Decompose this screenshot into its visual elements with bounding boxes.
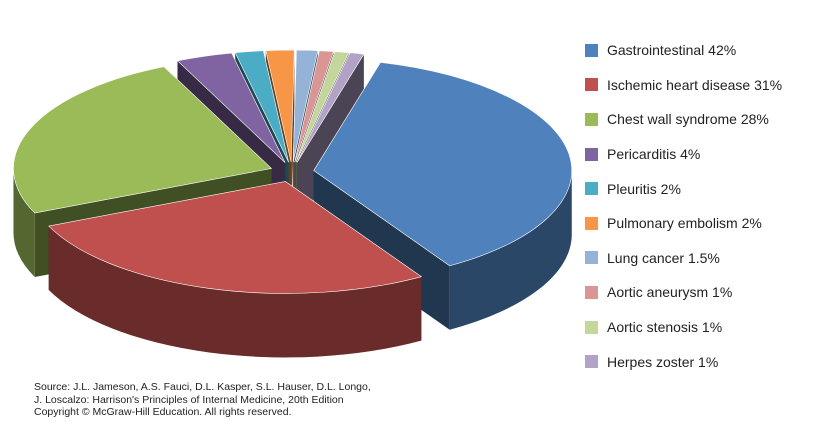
source-line-2: J. Loscalzo: Harrison's Principles of In… [34, 394, 371, 407]
legend-swatch [585, 216, 598, 230]
legend-swatch [585, 78, 598, 92]
legend-label: Aortic aneurysm 1% [607, 284, 733, 301]
slice-wall-pulmonary-embolism-end [291, 50, 295, 227]
slice-gastrointestinal [313, 62, 573, 267]
legend-entry-gastrointestinal: Gastrointestinal 42% [585, 33, 821, 68]
slice-side-chest-wall-syndrome [13, 168, 35, 278]
source-line-1: Source: J.L. Jameson, A.S. Fauci, D.L. K… [34, 381, 371, 393]
source-book-title: Harrison's Principles of Internal Medici… [92, 393, 344, 406]
source-authors-end: J. Loscalzo: [34, 393, 90, 406]
legend-label: Pleuritis 2% [607, 180, 681, 197]
legend-swatch [585, 182, 598, 196]
slice-pleuritis [234, 50, 289, 163]
legend-label: Aortic stenosis 1% [607, 319, 723, 336]
legend-swatch [585, 355, 598, 369]
slice-lung-cancer [292, 49, 319, 163]
slice-side-ischemic-heart-disease [48, 226, 422, 358]
slice-pulmonary-embolism [265, 49, 295, 163]
slice-herpes-zoster [296, 52, 365, 163]
legend-label: Gastrointestinal 42% [607, 42, 737, 59]
slice-aortic-aneurysm [294, 50, 334, 163]
legend: Gastrointestinal 42% Ischemic heart disea… [585, 33, 821, 379]
legend-entry-pleuritis: Pleuritis 2% [585, 171, 821, 206]
legend-entry-ischemic-heart-disease: Ischemic heart disease 31% [585, 68, 821, 103]
slice-aortic-stenosis [295, 51, 350, 163]
legend-swatch [585, 43, 598, 57]
pie-top-layer [13, 49, 573, 294]
legend-swatch [585, 320, 598, 334]
legend-label: Lung cancer 1.5% [607, 249, 720, 266]
legend-label: Ischemic heart disease 31% [607, 76, 783, 93]
source-citation: Source: J.L. Jameson, A.S. Fauci, D.L. K… [34, 381, 371, 419]
slice-pericarditis [176, 52, 286, 163]
legend-label: Herpes zoster 1% [607, 353, 719, 370]
source-copyright: Copyright © McGraw-Hill Education. All r… [34, 406, 292, 418]
legend-swatch [585, 112, 598, 126]
legend-label: Pulmonary embolism 2% [607, 215, 762, 232]
slice-ischemic-heart-disease [48, 181, 423, 294]
legend-entry-pericarditis: Pericarditis 4% [585, 137, 821, 172]
legend-entry-herpes-zoster: Herpes zoster 1% [585, 344, 821, 379]
legend-entry-aortic-stenosis: Aortic stenosis 1% [585, 310, 821, 345]
legend-entry-pulmonary-embolism: Pulmonary embolism 2% [585, 206, 821, 241]
legend-swatch [585, 285, 598, 299]
legend-swatch [585, 251, 598, 265]
legend-entry-aortic-aneurysm: Aortic aneurysm 1% [585, 275, 821, 310]
legend-swatch [585, 147, 598, 161]
legend-label: Pericarditis 4% [607, 146, 701, 163]
legend-entry-chest-wall-syndrome: Chest wall syndrome 28% [585, 102, 821, 137]
legend-label: Chest wall syndrome 28% [607, 111, 769, 128]
slice-chest-wall-syndrome [13, 66, 273, 214]
legend-entry-lung-cancer: Lung cancer 1.5% [585, 241, 821, 276]
slice-side-gastrointestinal [449, 170, 572, 330]
